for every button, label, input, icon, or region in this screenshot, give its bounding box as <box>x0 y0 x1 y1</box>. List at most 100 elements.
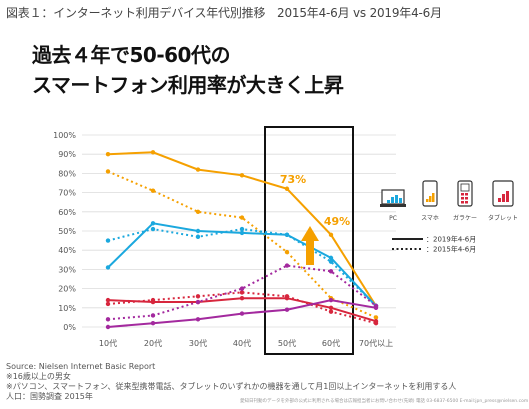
headline-line-2: スマートフォン利用率が大きく上昇 <box>32 73 344 97</box>
data-point <box>150 320 156 326</box>
tablet-icon-bar <box>506 191 509 202</box>
x-tick-label: 70代以上 <box>359 338 393 348</box>
increase-arrow-head <box>301 226 319 241</box>
y-tick-label: 70% <box>58 189 76 198</box>
x-tick-label: 10代 <box>99 338 117 348</box>
increase-arrow-shaft <box>306 240 314 265</box>
data-point <box>328 297 334 303</box>
data-point <box>150 313 156 318</box>
legend-device-label: ガラケー <box>453 214 477 222</box>
data-point <box>284 186 290 191</box>
y-tick-label: 40% <box>58 246 76 255</box>
x-tick-label: 40代 <box>233 338 251 348</box>
data-point <box>239 311 245 316</box>
pc-icon-base <box>380 204 406 207</box>
smartphone-icon-bar <box>429 196 432 202</box>
legend-year-label: ：2015年4-6月 <box>426 245 476 254</box>
headline-line-1: 過去４年で50-60代の <box>32 43 230 67</box>
feature-phone-icon-key <box>461 201 464 204</box>
data-point <box>373 315 379 320</box>
data-point <box>328 309 334 314</box>
data-point <box>150 297 156 303</box>
data-point <box>373 320 379 326</box>
device-note: ※パソコン、スマートフォン、従来型携帯電話、タブレットのいずれかの機器を通して月… <box>6 382 457 391</box>
footer-text: 愛知日刊動のデータを外部の公式に利用される場合は広報担当者にお問い合わせ(先頭)… <box>240 399 529 404</box>
pc-icon-bar <box>399 198 402 203</box>
y-tick-label: 10% <box>58 304 76 313</box>
smartphone-icon-bar <box>432 193 435 202</box>
data-point <box>105 169 111 174</box>
data-point <box>239 296 245 301</box>
data-point <box>284 307 290 312</box>
y-tick-label: 80% <box>58 169 76 178</box>
source-note: Source: Nielsen Internet Basic Report <box>6 362 156 371</box>
data-point <box>284 294 290 299</box>
y-tick-label: 20% <box>58 285 76 294</box>
data-point <box>284 249 290 255</box>
data-point <box>195 167 201 172</box>
x-tick-label: 20代 <box>144 338 162 348</box>
legend-year-label: ：2019年4-6月 <box>426 235 476 244</box>
data-point <box>239 286 245 291</box>
data-point <box>239 230 245 236</box>
data-point <box>150 150 156 155</box>
legend-device-label: スマホ <box>421 215 439 222</box>
data-point <box>239 173 245 178</box>
legend-device-label: PC <box>389 215 397 222</box>
legend-device-label: タブレット <box>488 214 518 222</box>
smartphone-icon-bar <box>426 199 429 202</box>
feature-phone-icon-key <box>465 197 468 200</box>
data-point <box>105 297 111 303</box>
data-point <box>328 305 334 310</box>
feature-phone-icon-key <box>465 193 468 196</box>
data-point <box>105 152 111 157</box>
data-point <box>195 228 201 234</box>
y-tick-label: 30% <box>58 265 76 274</box>
data-point <box>195 294 201 299</box>
feature-phone-icon-screen <box>460 183 470 192</box>
y-tick-label: 0% <box>63 323 76 332</box>
data-point <box>150 226 156 232</box>
data-point <box>284 232 290 238</box>
age-note: ※16歳以上の男女 <box>6 372 71 381</box>
pc-icon-bar <box>387 200 390 203</box>
data-point <box>239 290 245 295</box>
y-tick-label: 60% <box>58 208 76 217</box>
highlight-box <box>264 126 354 355</box>
data-point <box>195 234 201 239</box>
series-line <box>107 170 377 319</box>
feature-phone-icon-key <box>465 201 468 204</box>
data-point <box>328 232 334 238</box>
data-point <box>373 303 379 309</box>
data-point <box>239 226 245 232</box>
data-point <box>195 209 201 214</box>
data-point <box>105 238 111 243</box>
pc-icon-bar <box>395 195 398 203</box>
data-point <box>105 317 111 322</box>
page-title: 図表１：インターネット利用デバイス年代別推移 2015年4-6月 vs 2019… <box>6 6 442 20</box>
data-point <box>105 301 111 307</box>
data-point <box>105 324 111 330</box>
y-tick-label: 100% <box>53 131 76 140</box>
annotation-label: 73% <box>280 173 306 186</box>
x-tick-label: 50代 <box>278 338 296 348</box>
annotation-label: 49% <box>324 215 350 228</box>
data-point <box>284 263 290 268</box>
data-point <box>195 299 201 305</box>
tablet-icon-bar <box>502 194 505 202</box>
data-point <box>150 221 156 226</box>
headline: 過去４年で50-60代の スマートフォン利用率が大きく上昇 <box>32 40 344 100</box>
data-point <box>328 255 334 261</box>
population-note: 人口：国勢調査 2015年 <box>6 392 93 401</box>
x-tick-label: 30代 <box>189 338 207 348</box>
chart-notes: Source: Nielsen Internet Basic Report ※1… <box>6 362 456 402</box>
data-point <box>195 317 201 322</box>
y-tick-label: 90% <box>58 150 76 159</box>
x-tick-label: 60代 <box>322 338 340 348</box>
tablet-icon <box>492 180 514 207</box>
data-point <box>239 215 245 220</box>
tablet-icon-bar <box>498 198 501 202</box>
smartphone-icon <box>422 180 438 207</box>
pc-icon-bar <box>391 197 394 203</box>
